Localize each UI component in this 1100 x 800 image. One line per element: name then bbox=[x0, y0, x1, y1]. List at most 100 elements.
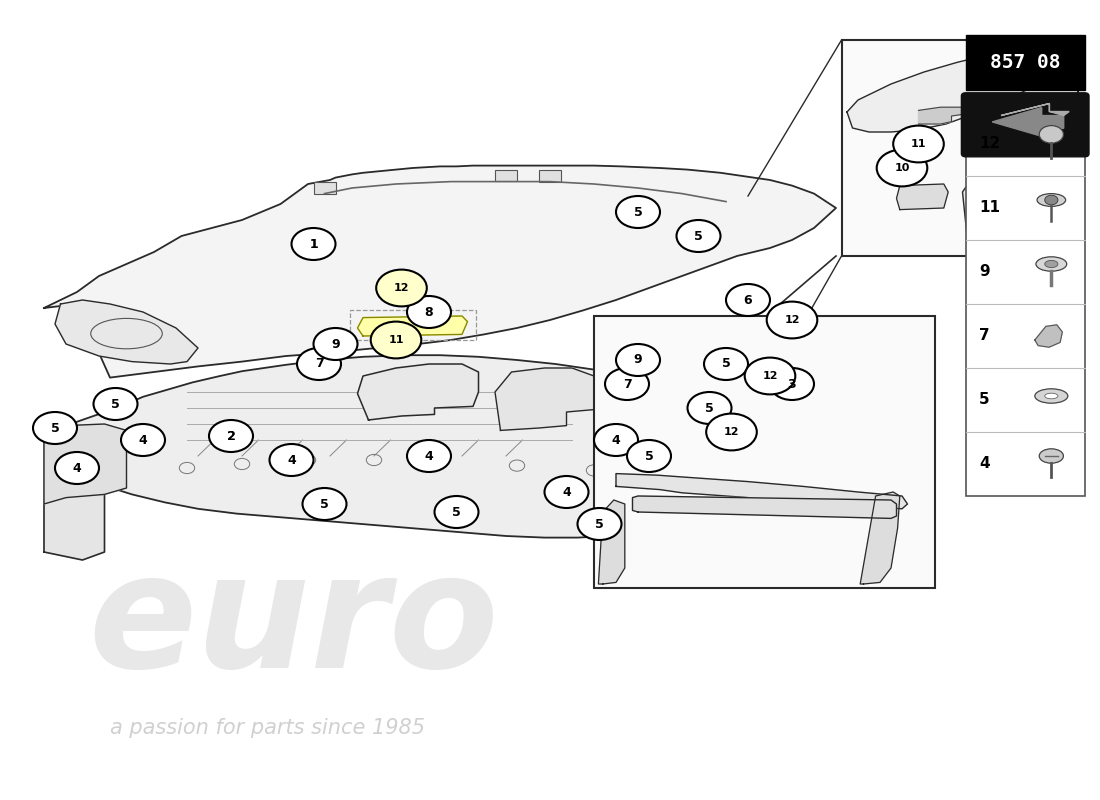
Text: 7: 7 bbox=[623, 378, 631, 390]
Polygon shape bbox=[44, 355, 748, 538]
Text: 9: 9 bbox=[979, 265, 990, 279]
Text: a passion for parts since 1985: a passion for parts since 1985 bbox=[110, 718, 425, 738]
Circle shape bbox=[544, 476, 588, 508]
FancyBboxPatch shape bbox=[966, 35, 1085, 90]
Circle shape bbox=[726, 284, 770, 316]
Text: 4: 4 bbox=[612, 434, 620, 446]
Text: 5: 5 bbox=[111, 398, 120, 410]
FancyBboxPatch shape bbox=[314, 182, 336, 194]
Text: 8: 8 bbox=[425, 306, 433, 318]
FancyBboxPatch shape bbox=[842, 40, 1078, 256]
Circle shape bbox=[302, 488, 346, 520]
Text: 3: 3 bbox=[788, 378, 796, 390]
Text: 9: 9 bbox=[331, 338, 340, 350]
Circle shape bbox=[1045, 195, 1058, 205]
Text: euro: euro bbox=[88, 546, 498, 702]
Circle shape bbox=[376, 270, 427, 306]
Text: 11: 11 bbox=[388, 335, 404, 345]
Polygon shape bbox=[44, 436, 104, 560]
Text: 2: 2 bbox=[227, 430, 235, 442]
Text: 5: 5 bbox=[645, 450, 653, 462]
Text: 9: 9 bbox=[634, 354, 642, 366]
Circle shape bbox=[33, 412, 77, 444]
Text: 4: 4 bbox=[979, 457, 990, 471]
Polygon shape bbox=[918, 107, 974, 124]
Circle shape bbox=[407, 440, 451, 472]
Text: 1: 1 bbox=[309, 238, 318, 250]
Circle shape bbox=[94, 388, 138, 420]
Ellipse shape bbox=[1040, 449, 1064, 463]
FancyBboxPatch shape bbox=[966, 112, 1085, 496]
FancyBboxPatch shape bbox=[495, 170, 517, 181]
Circle shape bbox=[745, 358, 795, 394]
Text: 11: 11 bbox=[979, 201, 1000, 215]
Polygon shape bbox=[616, 474, 908, 509]
Circle shape bbox=[314, 328, 358, 360]
Polygon shape bbox=[632, 496, 896, 518]
Ellipse shape bbox=[1035, 389, 1068, 403]
Circle shape bbox=[616, 196, 660, 228]
Polygon shape bbox=[860, 492, 900, 584]
Polygon shape bbox=[1035, 325, 1063, 347]
Circle shape bbox=[407, 296, 451, 328]
Text: 4: 4 bbox=[73, 462, 81, 474]
Polygon shape bbox=[962, 170, 1069, 248]
Circle shape bbox=[877, 150, 927, 186]
Polygon shape bbox=[1001, 103, 1069, 115]
Polygon shape bbox=[598, 500, 625, 584]
Text: 4: 4 bbox=[139, 434, 147, 446]
Text: 12: 12 bbox=[762, 371, 778, 381]
Polygon shape bbox=[44, 166, 836, 378]
Circle shape bbox=[297, 348, 341, 380]
Circle shape bbox=[594, 424, 638, 456]
Text: 7: 7 bbox=[979, 329, 990, 343]
Ellipse shape bbox=[1037, 194, 1066, 206]
Text: 4: 4 bbox=[287, 454, 296, 466]
Text: 1: 1 bbox=[309, 238, 318, 250]
Polygon shape bbox=[44, 424, 127, 504]
Text: 5: 5 bbox=[979, 393, 990, 407]
Circle shape bbox=[688, 392, 732, 424]
Text: 5: 5 bbox=[51, 422, 59, 434]
Text: 2: 2 bbox=[227, 430, 235, 442]
Text: 5: 5 bbox=[722, 358, 730, 370]
Polygon shape bbox=[896, 184, 948, 210]
Ellipse shape bbox=[1045, 393, 1058, 399]
Text: 6: 6 bbox=[744, 294, 752, 306]
FancyBboxPatch shape bbox=[961, 93, 1089, 157]
Text: 12: 12 bbox=[979, 137, 1000, 151]
Circle shape bbox=[209, 420, 253, 452]
Polygon shape bbox=[55, 300, 198, 364]
Circle shape bbox=[292, 228, 336, 260]
Text: 4: 4 bbox=[562, 486, 571, 498]
Circle shape bbox=[770, 368, 814, 400]
Polygon shape bbox=[847, 46, 1067, 132]
Circle shape bbox=[121, 424, 165, 456]
Text: 5: 5 bbox=[595, 518, 604, 530]
Circle shape bbox=[706, 414, 757, 450]
Polygon shape bbox=[495, 368, 600, 430]
Text: 5: 5 bbox=[694, 230, 703, 242]
Polygon shape bbox=[358, 316, 468, 336]
Circle shape bbox=[55, 452, 99, 484]
Text: 5: 5 bbox=[452, 506, 461, 518]
Circle shape bbox=[578, 508, 621, 540]
Text: 5: 5 bbox=[320, 498, 329, 510]
Text: 12: 12 bbox=[724, 427, 739, 437]
Text: 5: 5 bbox=[634, 206, 642, 218]
Ellipse shape bbox=[1045, 261, 1058, 267]
Text: 857 08: 857 08 bbox=[990, 53, 1060, 72]
Text: 10: 10 bbox=[894, 163, 910, 173]
Text: 12: 12 bbox=[784, 315, 800, 325]
Circle shape bbox=[627, 440, 671, 472]
Circle shape bbox=[893, 126, 944, 162]
Circle shape bbox=[616, 344, 660, 376]
Polygon shape bbox=[358, 364, 478, 420]
Text: 5: 5 bbox=[705, 402, 714, 414]
Circle shape bbox=[704, 348, 748, 380]
FancyBboxPatch shape bbox=[539, 170, 561, 182]
Ellipse shape bbox=[1036, 257, 1067, 271]
Circle shape bbox=[434, 496, 478, 528]
Circle shape bbox=[676, 220, 720, 252]
Text: 4: 4 bbox=[425, 450, 433, 462]
